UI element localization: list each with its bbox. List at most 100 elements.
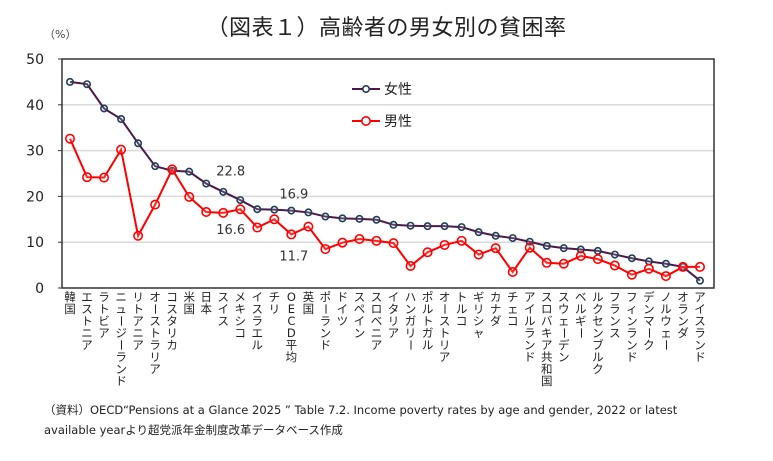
x-tick-char: リ xyxy=(439,338,451,352)
data-point xyxy=(218,207,229,218)
x-tick-char: ロ xyxy=(371,302,383,316)
x-tick-char: 平 xyxy=(286,338,298,352)
x-tick-char: 英 xyxy=(303,290,315,304)
x-tick-char: ー xyxy=(557,327,571,339)
x-tick-char: 共 xyxy=(541,350,553,364)
x-tick-char: ン xyxy=(524,338,536,352)
x-tick-char: ト xyxy=(456,290,468,304)
data-point xyxy=(65,133,76,144)
legend-bg xyxy=(346,110,416,132)
x-tick-char: ジ xyxy=(115,326,127,340)
data-point xyxy=(473,249,484,260)
x-tick-char: ペ xyxy=(354,302,366,316)
x-tick-char: キ xyxy=(235,302,247,316)
x-tick-char: ス xyxy=(252,302,264,316)
x-tick-char: ス xyxy=(166,302,178,316)
annotations: 22.8 16.6 16.9 11.7 xyxy=(216,165,308,265)
x-tick-char: ア xyxy=(132,314,144,328)
data-point xyxy=(354,233,365,244)
x-tick-label: チェコ xyxy=(507,290,519,328)
x-tick-char: ド xyxy=(320,338,332,352)
x-tick-char: ギ xyxy=(575,314,587,328)
data-point xyxy=(134,139,143,148)
x-tick-char: ス xyxy=(354,290,366,304)
y-axis-unit-label: （%） xyxy=(44,28,77,41)
x-tick-char: ェ xyxy=(660,326,672,340)
data-point xyxy=(82,172,93,183)
x-tick-char: ポ xyxy=(422,290,434,304)
x-tick-label: 韓国 xyxy=(64,290,76,316)
data-point xyxy=(320,244,331,255)
data-point xyxy=(508,234,517,243)
data-point xyxy=(575,250,586,261)
x-tick-char: ド xyxy=(115,374,127,388)
data-point xyxy=(117,114,126,123)
data-point xyxy=(167,164,178,175)
x-tick-char: ラ xyxy=(677,302,689,316)
data-point xyxy=(406,221,415,230)
x-tick-char: リ xyxy=(149,350,161,364)
x-tick-char: カ xyxy=(166,338,178,352)
x-tick-char: ィ xyxy=(626,302,638,316)
x-tick-char: ト xyxy=(98,302,110,316)
y-tick-label: 0 xyxy=(35,281,44,297)
x-tick-char: ト xyxy=(422,314,434,328)
x-tick-char: リ xyxy=(166,326,178,340)
x-tick-char: ス xyxy=(609,326,621,340)
x-tick-char: ル xyxy=(660,302,672,316)
x-tick-char: ア xyxy=(371,338,383,352)
x-tick-char: リ xyxy=(473,302,485,316)
x-tick-char: ャ xyxy=(473,326,485,340)
x-tick-char: コ xyxy=(456,314,468,328)
data-label: 22.8 xyxy=(216,165,245,180)
x-tick-char: ベ xyxy=(371,314,383,328)
y-tick-label: 50 xyxy=(26,52,44,68)
series-line-male xyxy=(69,138,700,278)
chart-title: （図表１）高齢者の男女別の貧困率 xyxy=(206,16,567,41)
x-tick-char: ュ xyxy=(115,302,127,316)
data-point xyxy=(627,254,636,263)
data-point xyxy=(338,214,347,223)
x-tick-char: ン xyxy=(115,362,127,376)
data-point xyxy=(355,214,364,223)
plot-area-border xyxy=(61,58,715,289)
x-tick-char: ア xyxy=(98,326,110,340)
x-tick-char: ル xyxy=(575,302,587,316)
data-point xyxy=(219,187,228,196)
data-point xyxy=(100,104,109,113)
x-tick-char: ー xyxy=(574,327,588,339)
x-tick-char: ニ xyxy=(81,326,93,340)
x-tick-char: 和 xyxy=(541,362,553,376)
x-tick-char: ス xyxy=(81,302,93,316)
x-tick-char: E xyxy=(288,302,295,316)
x-tick-char: O xyxy=(287,290,296,304)
data-point xyxy=(644,257,653,266)
data-point xyxy=(610,250,619,259)
data-point xyxy=(185,167,194,176)
data-label: 16.9 xyxy=(279,188,308,203)
x-tick-char: ル xyxy=(592,290,604,304)
x-tick-char: イ xyxy=(694,302,706,316)
x-tick-char: ニ xyxy=(371,326,383,340)
x-tick-char: ェ xyxy=(507,302,519,316)
data-point xyxy=(133,230,144,241)
x-tick-label: トルコ xyxy=(456,290,468,328)
x-tick-char: ン xyxy=(643,302,655,316)
x-tick-char: ン xyxy=(609,314,621,328)
x-tick-char: ス xyxy=(541,290,553,304)
legend-label: 男性 xyxy=(384,114,412,130)
x-tick-char: ラ xyxy=(149,338,161,352)
x-tick-char: ル xyxy=(456,302,468,316)
legend-bg xyxy=(346,78,416,100)
x-tick-char: ク xyxy=(592,362,604,376)
x-tick-char: ア xyxy=(149,362,161,376)
